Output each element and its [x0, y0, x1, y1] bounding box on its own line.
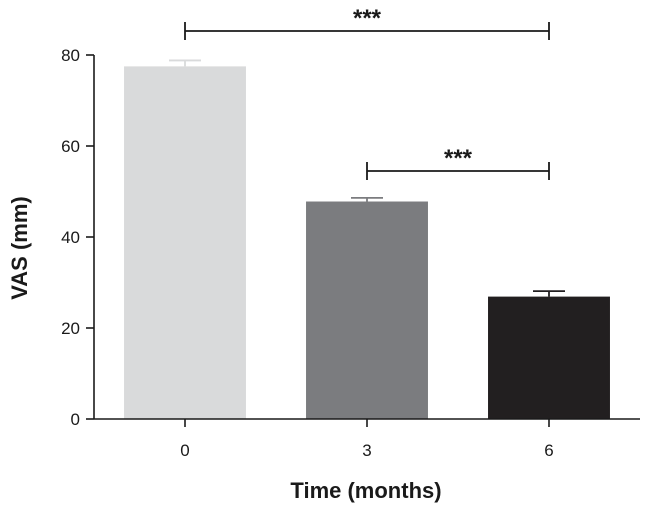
bar-month-6 — [488, 296, 610, 419]
error-bars-group — [169, 59, 565, 297]
y-tick-label-0: 0 — [71, 410, 80, 429]
axes-group: 0 20 40 60 80 0 3 6 — [61, 46, 640, 460]
bar-month-0 — [124, 66, 246, 419]
bar-month-3 — [306, 201, 428, 419]
significance-label-month-0-vs-6: *** — [353, 5, 382, 32]
x-tick-label-3: 3 — [362, 441, 371, 460]
y-tick-label-80: 80 — [61, 46, 80, 65]
y-tick-label-60: 60 — [61, 137, 80, 156]
significance-label-month-3-vs-6: *** — [444, 145, 473, 172]
x-tick-label-0: 0 — [180, 441, 189, 460]
x-tick-label-6: 6 — [544, 441, 553, 460]
x-axis-title: Time (months) — [290, 478, 441, 503]
y-tick-label-20: 20 — [61, 319, 80, 338]
y-axis-title: VAS (mm) — [7, 196, 32, 300]
bars-group — [124, 66, 610, 419]
significance-group: *** *** — [184, 5, 550, 180]
y-tick-label-40: 40 — [61, 228, 80, 247]
